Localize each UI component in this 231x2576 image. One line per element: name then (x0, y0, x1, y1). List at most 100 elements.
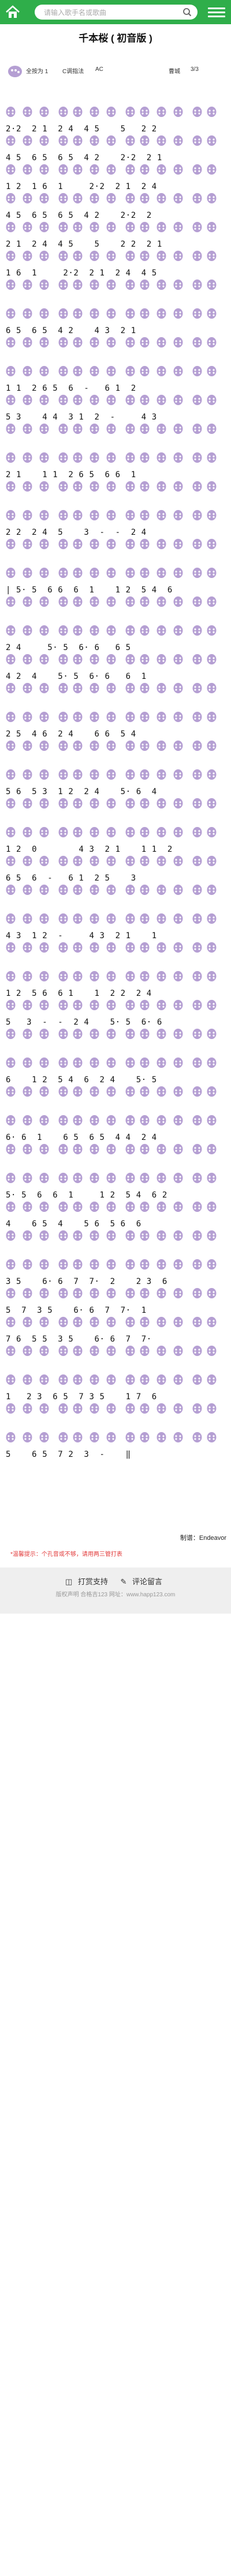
fingering-diagram (106, 539, 116, 549)
fingering-diagram (125, 366, 135, 376)
fingering-diagram (207, 395, 217, 405)
fingering-diagram (192, 1230, 202, 1241)
fingering-diagram (140, 683, 150, 693)
score-system: 6 5 6 - 6 1 2 5 3 (6, 852, 225, 892)
fingering-diagram (125, 135, 135, 146)
fingering-diagram (125, 1202, 135, 1212)
fingering-diagram (23, 1288, 32, 1298)
fingering-diagram (39, 1202, 49, 1212)
score-system: 4 6 5 4 5 6 5 6 6 (6, 1198, 225, 1238)
fingering-diagram (157, 1029, 166, 1039)
fingering-diagram (140, 827, 150, 837)
fingering-diagram (23, 164, 32, 175)
fingering-diagram (39, 1029, 49, 1039)
fingering-diagram (125, 1346, 135, 1356)
fingering-diagram (192, 1086, 202, 1097)
fingering-diagram (90, 107, 99, 117)
fingering-diagram (23, 942, 32, 953)
fingering-diagram (58, 568, 68, 578)
fingering-diagram (173, 1202, 183, 1212)
fingering-diagram (90, 481, 99, 492)
fingering-diagram (39, 1374, 49, 1385)
fingering-diagram (192, 827, 202, 837)
fingering-diagram (39, 193, 49, 203)
fingering-diagram (125, 1086, 135, 1097)
fingering-diagram (173, 1029, 183, 1039)
fingering-diagram (140, 885, 150, 895)
fingering-diagram (23, 741, 32, 751)
search-box[interactable] (35, 5, 198, 20)
fingering-diagram (58, 712, 68, 722)
search-icon[interactable] (182, 7, 192, 17)
fingering-diagram (207, 222, 217, 232)
fingering-diagram (39, 1403, 49, 1414)
fingering-diagram (58, 222, 68, 232)
fingering-diagram (173, 942, 183, 953)
menu-icon[interactable] (208, 6, 225, 18)
fingering-diagram (125, 452, 135, 463)
search-input[interactable] (43, 6, 181, 19)
score-system (6, 881, 225, 921)
notation-line: 4 5 6 5 6 5 4 2 2·2 2 (6, 211, 152, 220)
fingering-diagram (58, 1057, 68, 1068)
fingering-diagram (90, 741, 99, 751)
fingering-diagram (6, 1230, 16, 1241)
fingering-diagram (140, 1173, 150, 1183)
score-system: 5· 5 6 6 1 1 2 5 4 6 2 (6, 1169, 225, 1209)
comment-link[interactable]: ✎ 评论留言 (120, 1577, 163, 1586)
fingering-diagram (90, 1202, 99, 1212)
fingering-diagram (207, 1029, 217, 1039)
fingering-diagram (6, 971, 16, 981)
fingering-diagram (140, 798, 150, 809)
fingering-diagram (157, 683, 166, 693)
fingering-diagram (157, 1057, 166, 1068)
score-system: | 5· 5 6 6 6 1 1 2 5 4 6 (6, 564, 225, 604)
fingering-diagram (39, 251, 49, 261)
fingering-diagram (90, 1259, 99, 1270)
score-system: 1 2 3 6 5 7 3 5 1 7 6 (6, 1370, 225, 1411)
fingering-diagram (23, 452, 32, 463)
fingering-diagram (140, 1144, 150, 1154)
fingering-diagram (73, 1086, 83, 1097)
fingering-diagram (6, 913, 16, 924)
fingering-diagram (173, 827, 183, 837)
fingering-diagram (106, 135, 116, 146)
fingering-diagram (173, 856, 183, 866)
score-system: 6· 6 1 6 5 6 5 4 4 2 4 (6, 1111, 225, 1151)
score-system: 1 2 5 6 6 1 1 2 2 2 4 (6, 967, 225, 1007)
fingering-diagram (173, 913, 183, 924)
fingering-diagram (192, 452, 202, 463)
fingering-diagram (23, 395, 32, 405)
notation-line: 6· 6 1 6 5 6 5 4 4 2 4 (6, 1133, 157, 1142)
fingering-diagram (106, 683, 116, 693)
fingering-diagram (58, 510, 68, 520)
fingering-diagram (192, 1173, 202, 1183)
fingering-diagram (106, 481, 116, 492)
fingering-diagram (125, 769, 135, 780)
fingering-diagram (125, 1317, 135, 1327)
score-system: 5 3 - - 2 4 5· 5 6· 6 (6, 996, 225, 1036)
fingering-diagram (6, 1259, 16, 1270)
fingering-diagram (207, 798, 217, 809)
fingering-diagram (140, 856, 150, 866)
fingering-diagram (58, 1000, 68, 1010)
fingering-diagram (173, 395, 183, 405)
fingering-diagram (58, 654, 68, 664)
fingering-diagram (6, 769, 16, 780)
home-logo-icon[interactable] (5, 4, 21, 20)
ocarina-icon (8, 66, 22, 77)
fingering-diagram (157, 107, 166, 117)
fingering-diagram (58, 424, 68, 434)
fingering-diagram (140, 1288, 150, 1298)
fingering-diagram (6, 885, 16, 895)
fingering-diagram (207, 712, 217, 722)
fingering-diagram (39, 712, 49, 722)
fingering-diagram (173, 539, 183, 549)
fingering-diagram (39, 971, 49, 981)
fingering-diagram (157, 798, 166, 809)
fingering-diagram (58, 135, 68, 146)
fingering-diagram (192, 1202, 202, 1212)
fingering-diagram (73, 452, 83, 463)
donate-link[interactable]: ◫ 打赏支持 (65, 1577, 108, 1586)
fingering-diagram (23, 1144, 32, 1154)
